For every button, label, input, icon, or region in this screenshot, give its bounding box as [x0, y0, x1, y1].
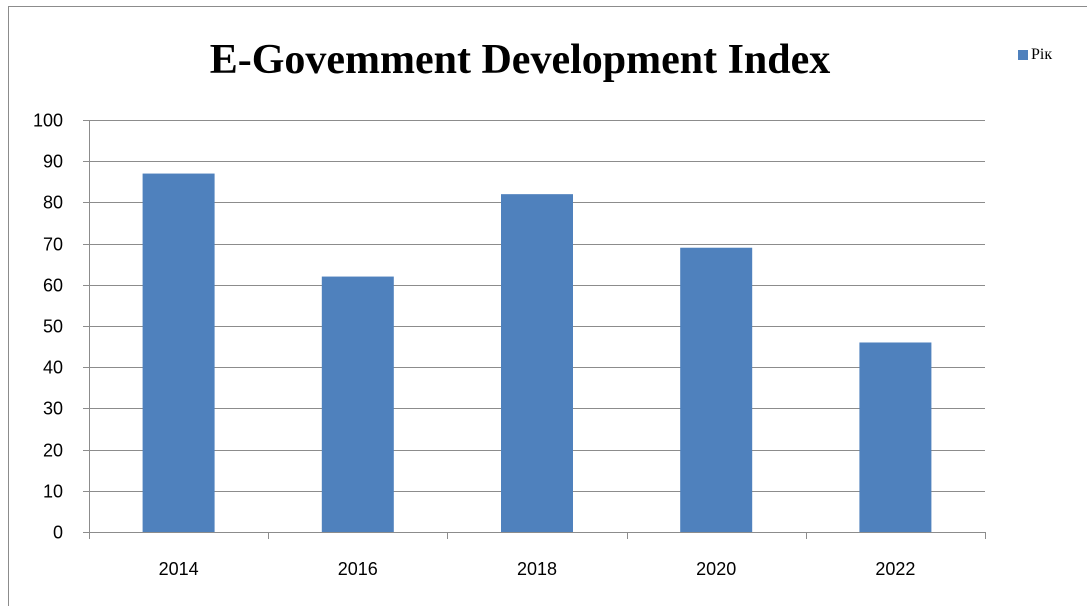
- y-tick-label: 100: [33, 111, 63, 131]
- legend-label: Рік: [1031, 46, 1053, 63]
- x-tick-labels: 2014 2016 2018 2020 2022: [159, 559, 916, 579]
- legend-swatch: [1018, 50, 1028, 60]
- bars: [142, 173, 932, 532]
- y-tick-label: 70: [43, 235, 63, 255]
- x-axis: [89, 532, 986, 539]
- y-tick-label: 80: [43, 193, 63, 213]
- x-tick-label: 2016: [338, 559, 378, 579]
- x-tick-label: 2020: [696, 559, 736, 579]
- y-tick-label: 90: [43, 152, 63, 172]
- chart-frame: [8, 6, 1087, 606]
- y-tick-label: 0: [53, 523, 63, 543]
- bar-2020: [680, 247, 753, 532]
- chart-title: E-Govemment Development Index: [209, 37, 831, 83]
- x-tick-label: 2014: [159, 559, 199, 579]
- y-tick-label: 60: [43, 276, 63, 296]
- y-tick-label: 20: [43, 441, 63, 461]
- y-tick-label: 30: [43, 399, 63, 419]
- x-tick-label: 2018: [517, 559, 557, 579]
- y-tick-label: 40: [43, 358, 63, 378]
- y-tick-label: 50: [43, 317, 63, 337]
- bar-2022: [859, 342, 932, 532]
- y-tick-label: 10: [43, 482, 63, 502]
- legend: Рік: [1018, 46, 1052, 64]
- bar-2016: [321, 276, 394, 532]
- bar-2018: [501, 194, 573, 532]
- x-tick-label: 2022: [875, 559, 915, 579]
- y-tick-labels: 0 10 20 30 40 50 60 70 80 90 100: [33, 111, 63, 543]
- bar-2014: [142, 173, 215, 532]
